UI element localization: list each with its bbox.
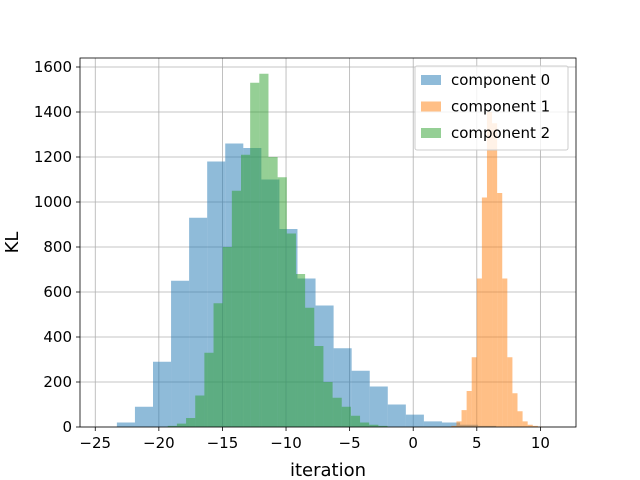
- histogram-bar: [134, 406, 154, 427]
- histogram-bar: [167, 425, 177, 427]
- histogram-bar: [277, 177, 287, 427]
- histogram-bar: [213, 303, 223, 427]
- legend-swatch: [421, 75, 441, 85]
- legend-frame: [414, 65, 569, 151]
- histogram-bar: [116, 422, 135, 427]
- histogram-bar: [502, 278, 508, 427]
- histogram-bar: [497, 193, 503, 427]
- histogram-bar: [378, 425, 388, 427]
- histogram-bar: [176, 423, 187, 427]
- histogram-bar: [195, 395, 205, 427]
- x-tick-label: −25: [79, 434, 111, 452]
- legend: component 0 component 1 component 2: [414, 65, 569, 151]
- histogram-bar: [305, 307, 315, 427]
- histogram-bar: [451, 425, 457, 427]
- histogram-bar: [532, 425, 538, 427]
- series-1-bars: [451, 112, 543, 427]
- histogram-bar: [351, 370, 370, 427]
- histogram-bar: [222, 247, 232, 427]
- x-tick-label: −5: [339, 434, 361, 452]
- y-tick-label: 200: [43, 373, 72, 391]
- histogram-bar: [476, 278, 482, 427]
- histogram-bar: [314, 346, 324, 427]
- histogram-bar: [481, 197, 487, 427]
- histogram-bar: [350, 415, 361, 427]
- histogram-bar: [512, 393, 518, 427]
- histogram-bar: [517, 411, 523, 427]
- histogram-bar: [341, 406, 351, 427]
- y-axis-ticks: 0 200 400 600 800 1000 1200 1400 1600: [34, 58, 80, 436]
- y-tick-label: 1600: [34, 58, 72, 76]
- histogram-bar: [250, 82, 260, 427]
- histogram-bar: [522, 421, 528, 427]
- legend-swatch: [421, 101, 441, 112]
- x-tick-label: −10: [270, 434, 302, 452]
- histogram-bar: [486, 112, 493, 427]
- histogram-bar: [286, 233, 296, 427]
- x-tick-label: 10: [531, 434, 550, 452]
- series-2-bars: [167, 73, 388, 427]
- histogram-bar: [189, 217, 208, 427]
- histogram-bar: [231, 190, 242, 427]
- histogram-bar: [492, 123, 498, 427]
- histogram-bar: [360, 422, 370, 427]
- y-axis-label: KL: [2, 232, 23, 254]
- histogram-bar: [332, 397, 342, 427]
- y-tick-label: 1000: [34, 193, 72, 211]
- histogram-bar: [259, 73, 269, 427]
- histogram-bar: [369, 424, 379, 427]
- legend-label: component 0: [451, 71, 550, 89]
- y-tick-label: 800: [43, 238, 72, 256]
- histogram-bar: [369, 386, 388, 427]
- histogram-bar: [405, 414, 424, 427]
- legend-swatch: [421, 128, 441, 138]
- x-tick-label: 5: [472, 434, 482, 452]
- histogram-bar: [387, 404, 406, 427]
- y-tick-label: 600: [43, 283, 72, 301]
- histogram-bar: [527, 424, 533, 427]
- histogram-bar: [241, 154, 251, 427]
- histogram-bar: [295, 274, 306, 427]
- legend-label: component 1: [451, 98, 550, 116]
- legend-label: component 2: [451, 124, 550, 142]
- histogram-bar: [456, 421, 462, 427]
- x-axis-label: iteration: [290, 460, 366, 480]
- histogram-bar: [423, 421, 442, 427]
- histogram-bar: [171, 280, 190, 427]
- histogram-bars: [116, 73, 543, 427]
- histogram-bar: [323, 382, 333, 427]
- y-tick-label: 1200: [34, 148, 72, 166]
- x-tick-label: 0: [408, 434, 418, 452]
- histogram-bar: [461, 410, 467, 427]
- histogram-bar: [471, 357, 477, 427]
- x-axis-ticks: −25 −20 −15 −10 −5 0 5 10: [79, 427, 550, 452]
- x-tick-label: −20: [143, 434, 175, 452]
- histogram-bar: [466, 391, 472, 427]
- x-tick-label: −15: [207, 434, 239, 452]
- y-tick-label: 0: [62, 418, 72, 436]
- histogram-bar: [153, 361, 172, 427]
- plot-frame: [79, 57, 577, 428]
- histogram-bar: [186, 418, 196, 427]
- y-tick-label: 1400: [34, 103, 72, 121]
- y-tick-label: 400: [43, 328, 72, 346]
- histogram-bar: [441, 422, 461, 427]
- histogram-bar: [204, 352, 214, 427]
- histogram-bar: [268, 157, 278, 427]
- histogram-bar: [507, 357, 513, 427]
